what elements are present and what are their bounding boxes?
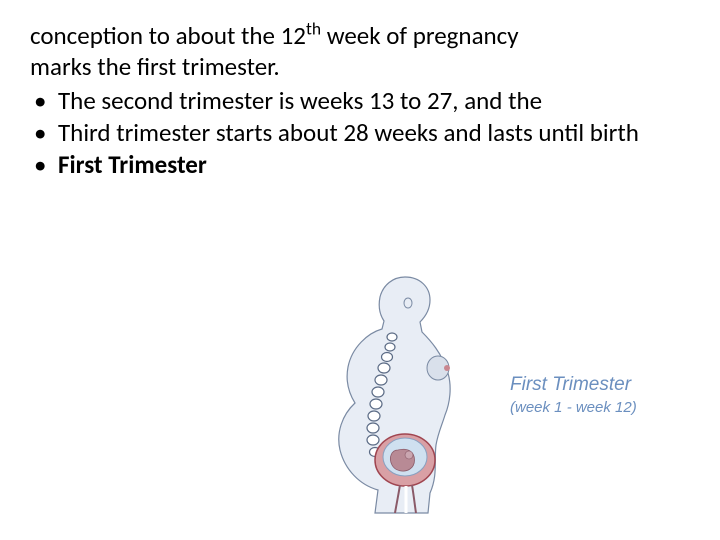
nipple-shape [444, 365, 450, 371]
bullet-text-3: First Trimester [58, 149, 207, 180]
label-subtitle: (week 1 - week 12) [510, 398, 637, 418]
bullet-text-1: The second trimester is weeks 13 to 27, … [58, 85, 542, 116]
label-title: First Trimester [510, 373, 637, 398]
slide-content: conception to about the 12th week of pre… [0, 0, 720, 201]
list-item: First Trimester [30, 149, 690, 180]
intro-text-2: marks the first trimester. [30, 51, 280, 82]
intro-text-1: conception to about the 12 [30, 20, 306, 51]
illustration-area: First Trimester (week 1 - week 12) [300, 275, 680, 515]
list-item: The second trimester is weeks 13 to 27, … [30, 85, 690, 116]
fetus-head [405, 451, 413, 459]
bullet-text-2: Third trimester starts about 28 weeks an… [58, 117, 639, 148]
list-item: Third trimester starts about 28 weeks an… [30, 117, 690, 148]
bullet-list: The second trimester is weeks 13 to 27, … [30, 85, 690, 181]
illustration-label: First Trimester (week 1 - week 12) [510, 373, 637, 417]
intro-paragraph: conception to about the 12th week of pre… [30, 20, 690, 83]
intro-text-1b: week of pregnancy [321, 20, 519, 51]
intro-superscript: th [306, 18, 321, 40]
body-profile-diagram [300, 275, 490, 515]
